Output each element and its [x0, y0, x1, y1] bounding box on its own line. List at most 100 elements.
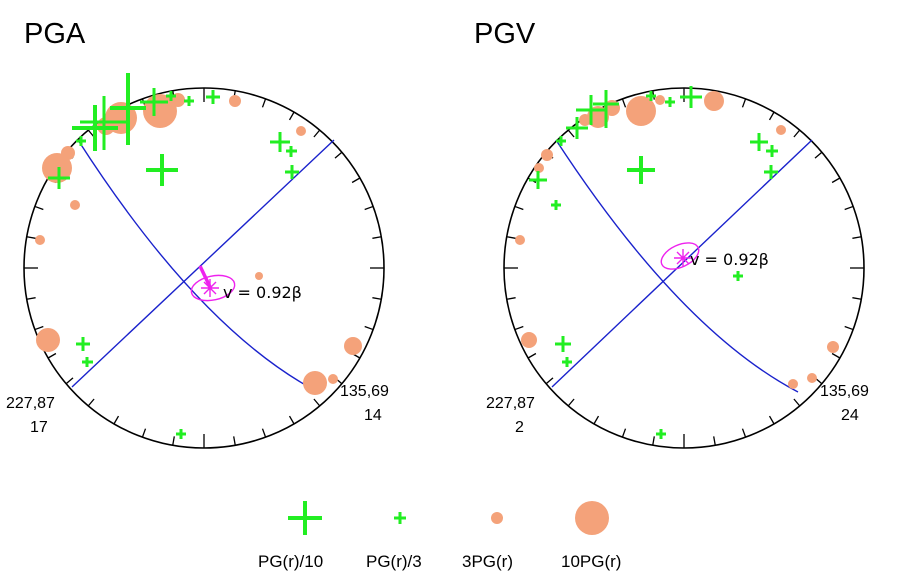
dot-small: [541, 149, 553, 161]
tick-mark: [514, 325, 524, 331]
dot-small: [61, 146, 75, 160]
tick-mark: [793, 398, 801, 407]
tick-mark: [141, 428, 147, 438]
dot-small: [70, 200, 80, 210]
tick-mark: [313, 129, 321, 138]
tick-mark: [567, 398, 575, 407]
dot-large-icon: [575, 501, 609, 535]
tick-mark: [65, 377, 74, 385]
tick-mark: [34, 205, 44, 211]
cross-large: [72, 105, 118, 151]
legend-item-dot-small: 3PG(r): [462, 512, 513, 571]
dot-small: [704, 91, 724, 111]
legend-item-cross-large: PG(r)/10: [258, 501, 323, 571]
dot-small: [579, 114, 591, 126]
tick-mark: [506, 236, 516, 239]
cross-large: [80, 96, 128, 150]
nodal-plane-2: [77, 139, 319, 393]
panel-title: PGA: [24, 18, 86, 50]
panel-title: PGV: [474, 18, 536, 50]
panel-pgv: PGV: [474, 18, 869, 449]
nodal-plane-2: [555, 139, 799, 393]
dot-small: [521, 332, 537, 348]
velocity-label: v = 0.92β: [223, 283, 302, 302]
plane-right-count: 14: [364, 407, 382, 424]
tick-mark: [852, 297, 862, 300]
dot-small: [35, 235, 45, 245]
tick-mark: [768, 111, 775, 121]
legend-item-dot-large: 10PG(r): [561, 501, 621, 571]
cross-large: [680, 86, 702, 108]
tick-mark: [768, 415, 775, 425]
plane-right-label: 135,69: [820, 383, 869, 400]
tick-marks: [24, 88, 384, 448]
dot-small: [827, 341, 839, 353]
cross-large: [555, 336, 571, 352]
cross-small: [76, 136, 86, 146]
cross-large: [593, 90, 619, 128]
plane-right-count: 24: [841, 407, 859, 424]
dot-large: [42, 153, 72, 183]
tick-mark: [47, 352, 57, 359]
tick-mark: [621, 428, 627, 438]
cross-small: [764, 165, 778, 179]
dot-large: [303, 371, 327, 395]
velocity-vector: [190, 265, 236, 302]
cross-small: [562, 357, 572, 367]
cross-small: [646, 91, 656, 101]
cross-large: [566, 117, 588, 139]
dot-large: [626, 96, 656, 126]
asterisk-icon: [674, 249, 692, 267]
cross-small: [76, 337, 90, 351]
dot-small: [328, 374, 338, 384]
velocity-vector: [660, 242, 700, 270]
dot-small: [776, 125, 786, 135]
tick-mark: [261, 428, 267, 438]
dot-small: [515, 235, 525, 245]
panel-pga: PGA: [6, 18, 389, 449]
tick-mark: [364, 205, 374, 211]
plane-right-label: 135,69: [340, 383, 389, 400]
tick-mark: [113, 415, 120, 425]
dot-small-icon: [491, 512, 503, 524]
cross-small: [551, 200, 561, 210]
tick-mark: [288, 415, 295, 425]
cross-large: [140, 88, 168, 116]
cross-small: [286, 146, 297, 157]
station-symbols: [515, 86, 839, 439]
cross-small: [733, 271, 743, 281]
tick-mark: [852, 236, 862, 239]
tick-mark: [514, 205, 524, 211]
cross-small: [166, 91, 176, 101]
cross-small: [665, 97, 675, 107]
cross-small: [556, 136, 566, 146]
legend-item-cross-small: PG(r)/3: [366, 512, 422, 571]
dot-small: [807, 373, 817, 383]
tick-mark: [87, 398, 95, 407]
cross-large: [750, 133, 768, 151]
cross-large: [270, 132, 290, 152]
legend-label: 3PG(r): [462, 552, 513, 571]
cross-large: [48, 167, 70, 189]
cross-large: [110, 73, 146, 145]
nodal-plane-1: [551, 139, 813, 388]
tick-mark: [741, 428, 747, 438]
tick-mark: [814, 151, 823, 159]
cross-large: [529, 171, 547, 189]
tick-mark: [527, 352, 537, 359]
cross-large: [146, 154, 178, 186]
cross-large: [627, 156, 655, 184]
nodal-plane-1: [71, 139, 335, 388]
tick-mark: [26, 236, 36, 239]
tick-mark: [372, 236, 382, 239]
cross-small: [656, 429, 666, 439]
tick-mark: [831, 177, 841, 184]
dot-small: [229, 95, 241, 107]
tick-mark: [621, 98, 627, 108]
dot-small: [655, 95, 665, 105]
tick-mark: [593, 415, 600, 425]
tick-mark: [364, 325, 374, 331]
asterisk-icon: [201, 279, 219, 297]
plane-left-label: 227,87: [6, 395, 55, 412]
